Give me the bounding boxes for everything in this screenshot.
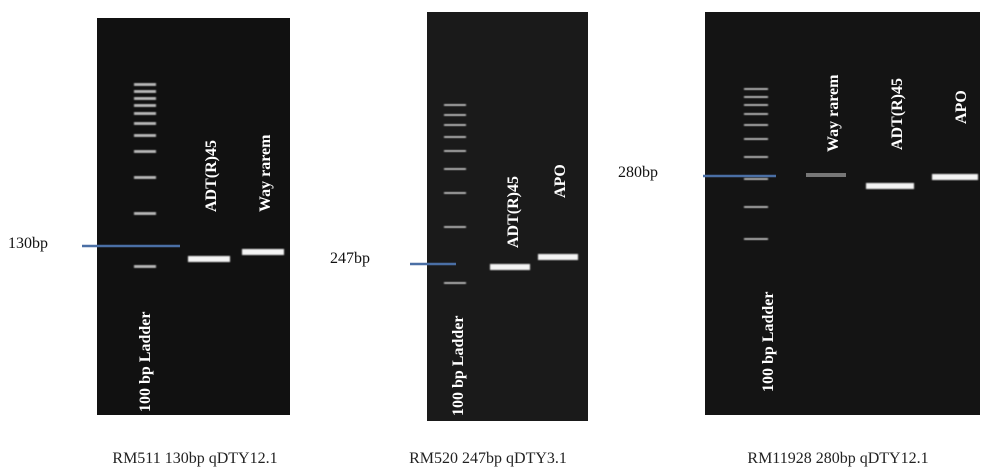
ladder <box>444 104 466 284</box>
band <box>932 174 978 180</box>
gel-panel: 130bp 100 bp Ladder ADT(R)45 Way rarem R… <box>8 18 290 467</box>
lane-label: 100 bp Ladder <box>450 316 467 416</box>
gel <box>427 12 588 421</box>
band <box>866 183 914 189</box>
marker-label: 130bp <box>8 235 48 252</box>
lane-label: Way rarem <box>257 134 274 212</box>
gel <box>97 18 290 415</box>
lane-label: APO <box>953 90 970 124</box>
lane-label: ADT(R)45 <box>203 140 220 212</box>
band <box>242 249 284 255</box>
caption: RM11928 280bp qDTY12.1 <box>747 450 928 467</box>
caption: RM511 130bp qDTY12.1 <box>112 450 277 467</box>
band <box>188 256 230 262</box>
marker-label: 280bp <box>618 164 658 181</box>
marker-label: 247bp <box>330 250 370 267</box>
ladder <box>134 83 156 268</box>
gel-panel: 247bp 100 bp Ladder ADT(R)45 APO RM520 2… <box>330 12 588 467</box>
lane-label: APO <box>552 164 569 198</box>
band <box>490 264 530 270</box>
caption: RM520 247bp qDTY3.1 <box>409 450 567 467</box>
gel <box>705 12 980 415</box>
ladder <box>744 88 768 240</box>
gel-panel: 280bp 100 bp Ladder Way rarem ADT(R)45 A… <box>618 12 980 467</box>
band <box>806 173 846 177</box>
lane-label: 100 bp Ladder <box>760 292 777 392</box>
lane-label: 100 bp Ladder <box>137 312 154 412</box>
lane-label: ADT(R)45 <box>505 176 522 248</box>
band <box>538 254 578 260</box>
lane-label: ADT(R)45 <box>889 78 906 150</box>
lane-label: Way rarem <box>825 74 842 152</box>
